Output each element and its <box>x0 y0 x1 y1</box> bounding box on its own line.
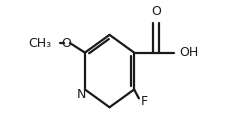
Text: CH₃: CH₃ <box>28 37 51 50</box>
Text: F: F <box>140 95 147 108</box>
Text: O: O <box>61 37 71 50</box>
Text: O: O <box>150 5 160 18</box>
Text: N: N <box>76 88 86 101</box>
Text: OH: OH <box>178 46 198 59</box>
